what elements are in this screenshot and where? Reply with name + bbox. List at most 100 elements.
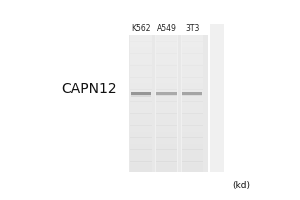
- Bar: [182, 143, 203, 144]
- Bar: [156, 95, 177, 96]
- Bar: [156, 110, 177, 112]
- Bar: [182, 108, 203, 110]
- Bar: [130, 71, 152, 72]
- Bar: [130, 119, 152, 120]
- Bar: [182, 137, 203, 139]
- Bar: [182, 86, 203, 88]
- Bar: [130, 113, 152, 115]
- Bar: [182, 64, 203, 66]
- Bar: [156, 127, 177, 129]
- Bar: [156, 115, 177, 117]
- Bar: [130, 76, 152, 78]
- Bar: [156, 40, 177, 42]
- Bar: [130, 93, 152, 95]
- Bar: [182, 95, 202, 96]
- Bar: [130, 53, 152, 55]
- Bar: [156, 105, 177, 107]
- Bar: [182, 40, 203, 42]
- Bar: [182, 43, 203, 45]
- Bar: [130, 131, 152, 132]
- Bar: [156, 122, 177, 124]
- Bar: [182, 57, 203, 59]
- Bar: [156, 160, 177, 162]
- Bar: [156, 89, 177, 91]
- Bar: [182, 59, 203, 60]
- Bar: [130, 155, 152, 156]
- Bar: [182, 76, 203, 78]
- Bar: [181, 35, 203, 172]
- Bar: [182, 167, 203, 168]
- Bar: [182, 146, 203, 148]
- Bar: [156, 67, 177, 69]
- Bar: [130, 47, 152, 48]
- Bar: [130, 45, 152, 47]
- Bar: [156, 170, 177, 172]
- Bar: [156, 148, 177, 150]
- Bar: [156, 35, 177, 36]
- Bar: [182, 127, 203, 129]
- Bar: [182, 144, 203, 146]
- Bar: [182, 131, 203, 132]
- Bar: [130, 170, 152, 172]
- Bar: [156, 92, 177, 95]
- Bar: [156, 139, 177, 141]
- Bar: [156, 77, 177, 79]
- Bar: [130, 74, 152, 76]
- Bar: [130, 35, 152, 36]
- Text: CAPN12: CAPN12: [61, 82, 116, 96]
- Bar: [130, 115, 152, 117]
- Bar: [156, 95, 177, 96]
- Bar: [156, 136, 177, 138]
- Text: —37: —37: [227, 123, 247, 132]
- Bar: [182, 125, 203, 127]
- Text: —100: —100: [227, 75, 253, 84]
- Bar: [182, 93, 203, 95]
- Bar: [182, 55, 203, 57]
- Bar: [130, 122, 152, 124]
- Text: —75: —75: [227, 89, 247, 98]
- Bar: [156, 59, 177, 60]
- Bar: [130, 57, 152, 59]
- Bar: [130, 129, 152, 131]
- Bar: [156, 129, 177, 131]
- Bar: [130, 52, 152, 54]
- Bar: [156, 76, 177, 78]
- Bar: [130, 146, 152, 148]
- Bar: [130, 55, 152, 57]
- Bar: [182, 165, 203, 167]
- Bar: [130, 40, 152, 42]
- Bar: [156, 101, 177, 103]
- Bar: [182, 83, 203, 84]
- Bar: [156, 96, 177, 98]
- Bar: [156, 165, 177, 167]
- Bar: [130, 108, 152, 110]
- Bar: [130, 136, 152, 138]
- Bar: [182, 153, 203, 155]
- Bar: [156, 168, 177, 170]
- Bar: [130, 38, 152, 40]
- Bar: [130, 149, 152, 151]
- Bar: [182, 81, 203, 83]
- Bar: [156, 47, 177, 48]
- Bar: [156, 146, 177, 148]
- Bar: [130, 65, 152, 67]
- Bar: [182, 168, 203, 170]
- Text: A549: A549: [157, 24, 176, 33]
- Bar: [130, 151, 152, 153]
- Bar: [182, 112, 203, 114]
- Bar: [182, 77, 203, 79]
- Bar: [156, 98, 177, 100]
- Bar: [130, 165, 152, 167]
- Bar: [182, 139, 203, 141]
- Bar: [156, 158, 177, 160]
- Bar: [182, 48, 203, 50]
- Text: 3T3: 3T3: [185, 24, 199, 33]
- Bar: [182, 149, 203, 151]
- Bar: [182, 151, 203, 153]
- Bar: [130, 72, 152, 74]
- Text: (kd): (kd): [232, 181, 250, 190]
- Bar: [156, 113, 177, 115]
- Text: —15: —15: [227, 167, 247, 176]
- Bar: [182, 120, 203, 122]
- Bar: [130, 168, 152, 170]
